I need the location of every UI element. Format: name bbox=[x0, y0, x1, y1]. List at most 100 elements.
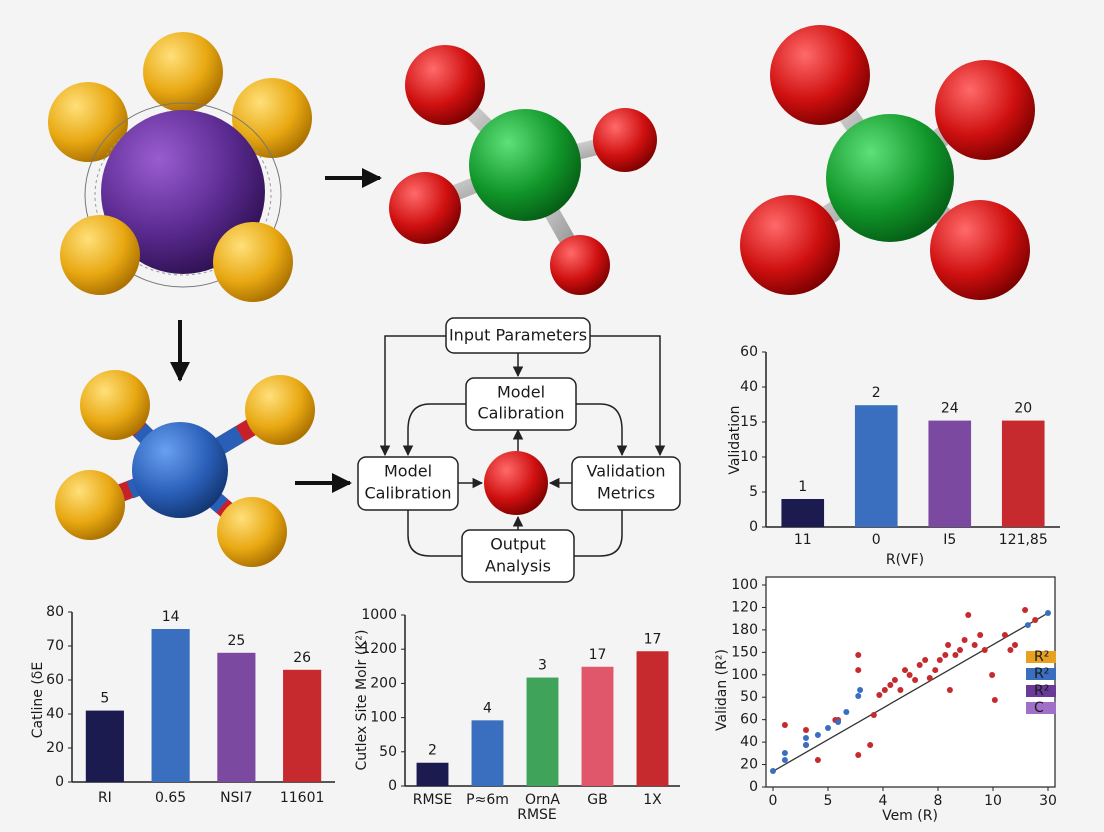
bar bbox=[85, 710, 124, 782]
point bbox=[1045, 610, 1051, 617]
point bbox=[989, 672, 996, 679]
y-axis-label: Validan (R²) bbox=[714, 649, 730, 731]
bar bbox=[526, 677, 559, 786]
point bbox=[814, 732, 821, 739]
y-tick-label: 60 bbox=[740, 344, 758, 360]
molecule-tetrahedral bbox=[55, 370, 315, 567]
bar-label: 3 bbox=[538, 658, 547, 674]
point bbox=[942, 652, 949, 659]
legend-label: R² bbox=[1034, 649, 1049, 665]
plot-frame bbox=[765, 576, 1056, 788]
y-tick-label: 1200 bbox=[361, 641, 397, 657]
node-label: Validation bbox=[586, 462, 665, 481]
y-tick-label: 60 bbox=[740, 712, 758, 728]
x-tick-label: 0 bbox=[769, 793, 778, 809]
legend-swatch bbox=[1026, 668, 1056, 680]
point bbox=[843, 709, 850, 716]
x-tick-label: P≈6m bbox=[466, 792, 509, 808]
bar bbox=[581, 666, 614, 786]
bar bbox=[854, 405, 898, 527]
point bbox=[770, 767, 776, 774]
point bbox=[867, 742, 874, 749]
node-label: Input Parameters bbox=[449, 326, 587, 345]
y-tick-label: 40 bbox=[46, 706, 64, 722]
point bbox=[814, 756, 821, 763]
bar-label: 25 bbox=[227, 633, 245, 649]
x-tick-label: 0 bbox=[872, 532, 881, 548]
point bbox=[803, 742, 809, 749]
point bbox=[981, 646, 988, 653]
legend-swatch bbox=[1026, 702, 1056, 714]
point bbox=[1007, 646, 1014, 653]
point bbox=[936, 656, 943, 663]
node: Output Analysis bbox=[461, 529, 575, 583]
point bbox=[891, 677, 898, 684]
y-tick-label: 20 bbox=[740, 757, 758, 773]
point bbox=[870, 711, 877, 718]
bar-label: 20 bbox=[1014, 401, 1032, 417]
y-tick-label: 180 bbox=[731, 622, 758, 638]
x-tick-label: 1X bbox=[643, 792, 662, 808]
point bbox=[781, 749, 788, 756]
x-tick-label: RI bbox=[98, 790, 112, 806]
y-tick-label: 40 bbox=[740, 734, 758, 750]
point bbox=[855, 752, 862, 759]
y-tick-label: 60 bbox=[46, 672, 64, 688]
point bbox=[803, 734, 809, 741]
molecule-octahedral bbox=[48, 32, 312, 302]
point bbox=[971, 642, 978, 649]
bar-label: 4 bbox=[483, 700, 492, 716]
flow-diagram: Input Parameters Model Calibration Model… bbox=[357, 317, 681, 583]
legend-swatch bbox=[1026, 685, 1056, 697]
connector bbox=[407, 510, 462, 557]
point bbox=[991, 697, 998, 704]
y-tick-label: 120 bbox=[731, 599, 758, 615]
molecule-green-small bbox=[389, 45, 657, 295]
point bbox=[897, 687, 904, 694]
fit-line bbox=[772, 612, 1049, 772]
x-tick-label: OrnA bbox=[525, 792, 560, 808]
bar bbox=[283, 669, 322, 782]
bar-label: 5 bbox=[100, 691, 109, 707]
x-tick-label: RMSE bbox=[413, 792, 453, 808]
y-axis-label: Validation bbox=[727, 405, 743, 474]
point bbox=[1032, 617, 1039, 624]
bar-label: 2 bbox=[872, 385, 881, 401]
point bbox=[857, 687, 864, 694]
x-tick-label: GB bbox=[587, 792, 607, 808]
x-tick-label: 11601 bbox=[280, 790, 325, 806]
x-tick-label: 5 bbox=[824, 793, 833, 809]
connector bbox=[574, 510, 623, 557]
x-tick-label: 30 bbox=[1039, 793, 1057, 809]
node-label: Output bbox=[490, 535, 546, 554]
charts: 05101540601112024I520121,85ValidationR(V… bbox=[30, 344, 1060, 824]
y-tick-label: 15 bbox=[740, 414, 758, 430]
bar bbox=[928, 420, 972, 527]
y-tick-label: 0 bbox=[749, 519, 758, 535]
node: Model Calibration bbox=[357, 456, 459, 511]
point bbox=[781, 756, 788, 763]
bar bbox=[781, 499, 825, 527]
point bbox=[906, 672, 913, 679]
legend-label: C bbox=[1034, 700, 1044, 716]
y-tick-label: 150 bbox=[731, 644, 758, 660]
node-label: Analysis bbox=[485, 557, 551, 576]
connector bbox=[590, 335, 666, 457]
bar-label: 2 bbox=[428, 743, 437, 759]
y-tick-label: 0 bbox=[55, 774, 64, 790]
y-tick-label: 200 bbox=[370, 675, 397, 691]
x-axis-label: R(VF) bbox=[886, 552, 924, 568]
point bbox=[781, 722, 788, 729]
point bbox=[825, 724, 831, 731]
point bbox=[946, 687, 953, 694]
point bbox=[961, 636, 968, 643]
y-tick-label: 40 bbox=[740, 379, 758, 395]
point bbox=[926, 675, 933, 682]
point bbox=[855, 692, 862, 699]
point bbox=[945, 642, 952, 649]
connector bbox=[402, 403, 466, 457]
y-tick-label: 80 bbox=[46, 604, 64, 620]
connector bbox=[576, 403, 628, 457]
point bbox=[957, 646, 963, 653]
